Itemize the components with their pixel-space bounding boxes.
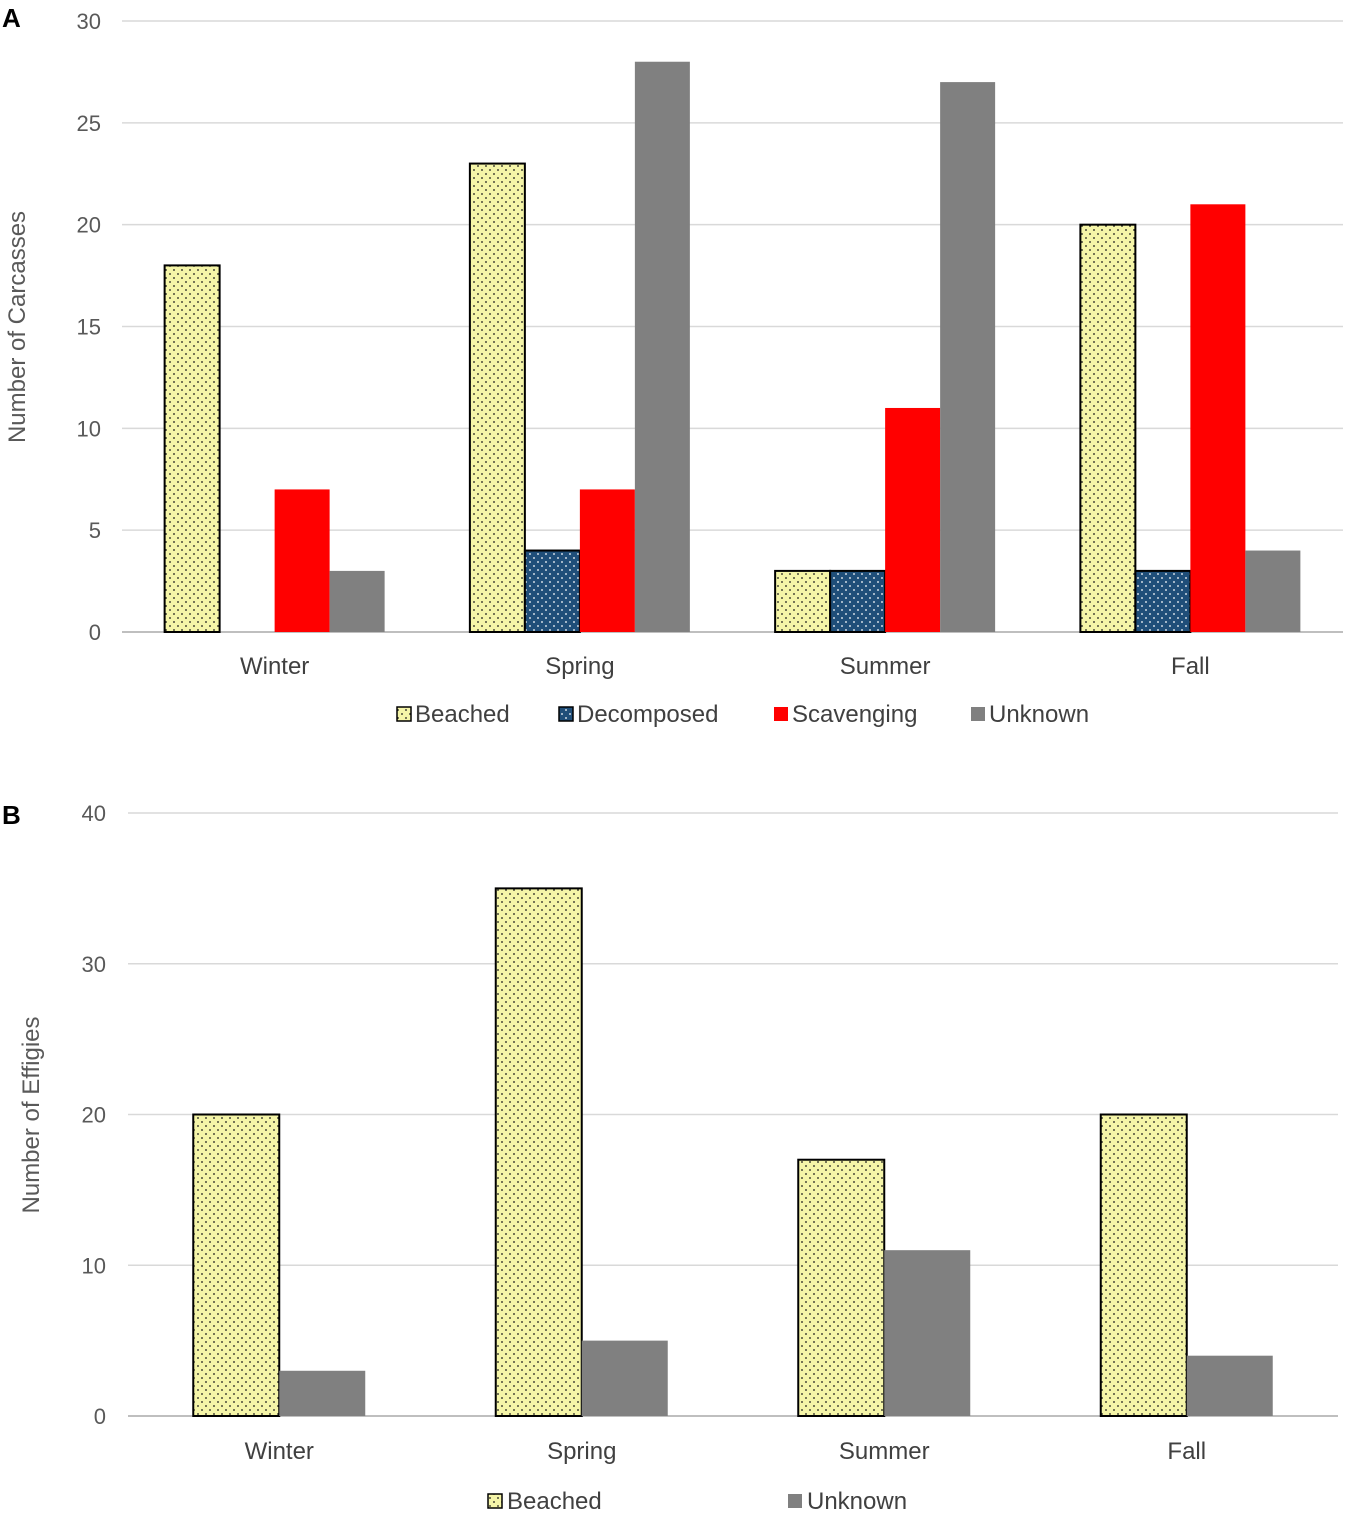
panel-a-category-labels: Winter Spring Summer Fall [240,653,1210,680]
panel-b-y-ticks: 0 10 20 30 40 [82,801,106,1429]
panel-b-category-label: Summer [839,1438,930,1465]
panel-a-y-tick-label: 15 [77,315,101,340]
panel-a-y-tick-label: 10 [77,416,101,441]
panel-a-bar-beached-fall [1079,223,1137,634]
panel-a-bar-scavenging-fall [1190,204,1246,633]
panel-a-bar-unknown-winter [329,570,385,632]
panel-a-y-ticks: 0 5 10 15 20 25 30 [77,9,101,645]
panel-a-bar-scavenging-spring [579,489,635,632]
panel-b-legend-label-beached: Beached [507,1488,602,1515]
panel-b-bar-unknown-fall [1186,1355,1273,1416]
panel-b-bar-unknown-summer [884,1250,971,1416]
panel-b-y-tick-label: 20 [82,1103,106,1128]
panel-b-bar-beached-summer [797,1158,886,1417]
panel-b-bar-beached-fall [1099,1113,1188,1417]
panel-b-bars [192,887,1273,1417]
panel-a-chart: A 0 5 10 15 20 25 30 Winter Spring Summer Fall Nu… [2,3,1343,728]
panel-a-legend-swatch-scavenging [774,707,788,721]
panel-a-bar-beached-summer [774,569,832,634]
panel-b-category-label: Spring [547,1438,616,1465]
panel-b-y-axis-label: Number of Effigies [18,1017,45,1214]
panel-b-legend-label-unknown: Unknown [807,1488,907,1515]
panel-a-y-tick-label: 25 [77,111,101,136]
panel-a-bar-decomposed-spring [523,549,581,633]
panel-a-bar-decomposed-fall [1134,569,1192,634]
panel-b-category-labels: Winter Spring Summer Fall [245,1438,1207,1465]
panel-a-bar-decomposed-summer [829,569,887,634]
panel-a-letter: A [2,3,21,33]
panel-a-bar-scavenging-winter [274,489,330,632]
panel-a-bar-scavenging-summer [885,407,941,632]
panel-b-legend-swatch-beached [487,1493,503,1509]
panel-a-category-label: Summer [840,653,931,680]
panel-a-legend-label-decomposed: Decomposed [577,701,718,728]
panel-a-legend-swatch-beached [396,706,412,722]
panel-a-y-tick-label: 0 [89,620,101,645]
panel-b-bar-unknown-winter [279,1370,366,1416]
panel-a-bar-unknown-fall [1245,550,1301,632]
panel-b-y-tick-label: 10 [82,1253,106,1278]
panel-a-y-tick-label: 5 [89,518,101,543]
panel-a-y-tick-label: 20 [77,213,101,238]
panel-b-y-tick-label: 0 [94,1404,106,1429]
panel-a-category-label: Fall [1171,653,1210,680]
panel-b-letter: B [2,800,21,830]
panel-b-bar-unknown-spring [581,1340,668,1416]
panel-a-bar-unknown-spring [634,61,690,632]
panel-a-y-axis-label: Number of Carcasses [4,211,31,443]
panel-b-y-tick-label: 40 [82,801,106,826]
panel-a-bar-beached-spring [468,162,526,633]
panel-a-bar-beached-winter [163,264,221,633]
panel-a-category-label: Winter [240,653,309,680]
panel-a-legend-swatch-decomposed [558,706,574,722]
panel-a-legend: Beached Decomposed Scavenging Unknown [396,701,1089,728]
panel-a-legend-label-scavenging: Scavenging [792,701,917,728]
panel-a-legend-swatch-unknown [971,707,985,721]
panel-b-chart: B 0 10 20 30 40 Winter Spring Summer Fall Numbe… [2,800,1338,1515]
panel-a-category-label: Spring [545,653,614,680]
panel-b-y-tick-label: 30 [82,952,106,977]
panel-a-legend-label-unknown: Unknown [989,701,1089,728]
panel-b-legend: Beached Unknown [487,1488,907,1515]
panel-b-bar-beached-spring [494,887,583,1417]
panel-a-bar-unknown-summer [940,82,996,633]
panel-a-bars [163,61,1301,634]
panel-a-y-tick-label: 30 [77,9,101,34]
panel-b-category-label: Fall [1167,1438,1206,1465]
panel-b-category-label: Winter [245,1438,314,1465]
panel-b-legend-swatch-unknown [788,1494,802,1508]
panel-a-legend-label-beached: Beached [415,701,510,728]
panel-b-bar-beached-winter [192,1113,281,1417]
